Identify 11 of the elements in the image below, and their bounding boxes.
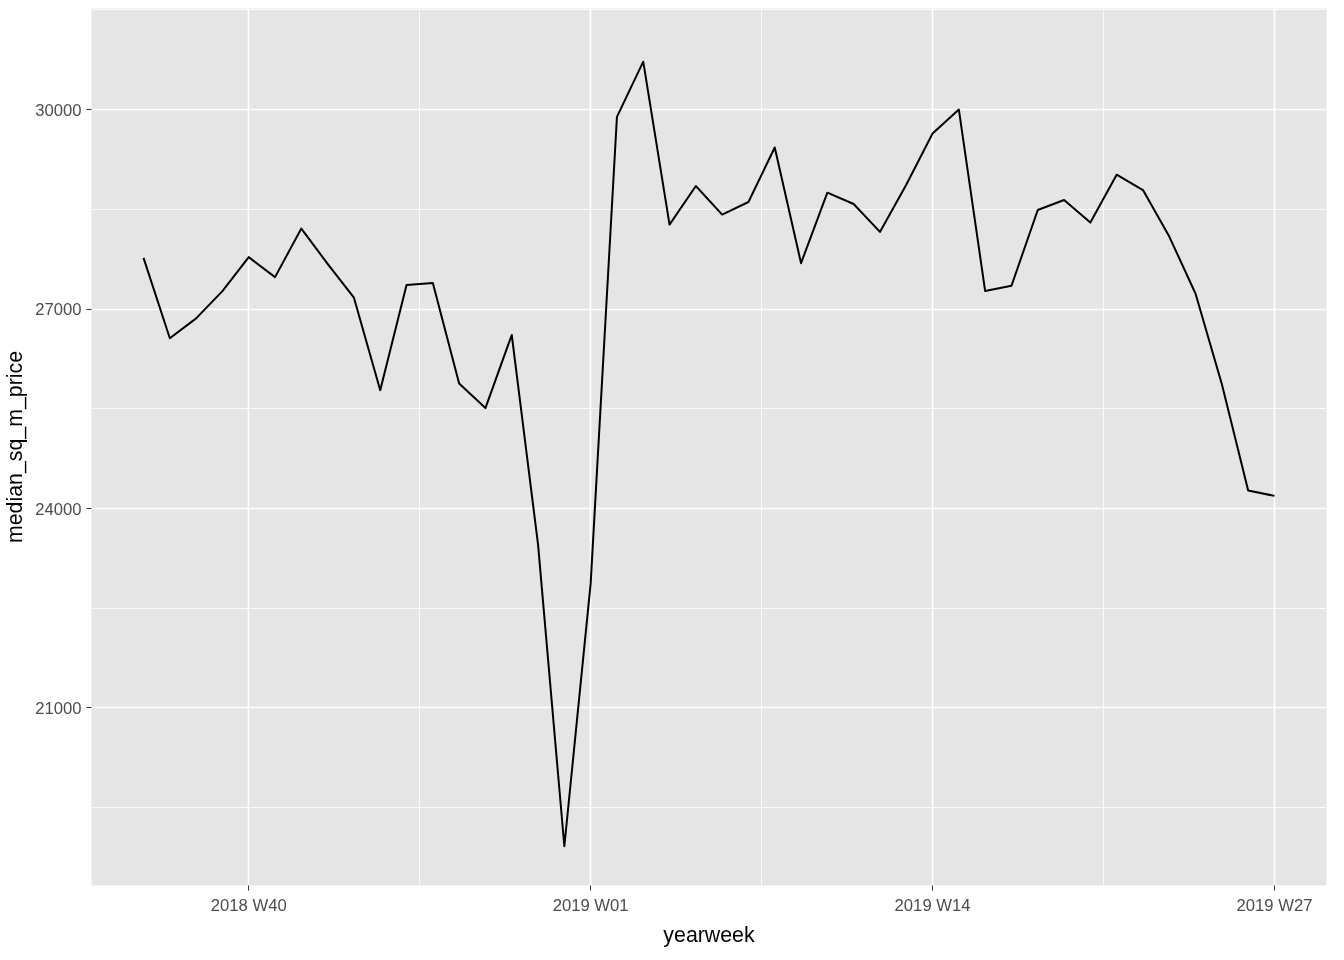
y-axis-title: median_sq_m_price bbox=[3, 350, 28, 544]
y-tick-label: 30000 bbox=[35, 100, 82, 120]
x-axis-title: yearweek bbox=[663, 922, 755, 947]
y-tick-label: 27000 bbox=[35, 300, 82, 320]
line-series bbox=[142, 60, 1276, 848]
x-tick-label: 2019 W14 bbox=[894, 895, 971, 915]
y-tick-label: 21000 bbox=[35, 698, 82, 718]
x-tick-label: 2019 W01 bbox=[552, 895, 629, 915]
x-tick-label: 2018 W40 bbox=[210, 895, 287, 915]
x-tick-label: 2019 W27 bbox=[1236, 895, 1313, 915]
y-tick-label: 24000 bbox=[35, 499, 82, 519]
